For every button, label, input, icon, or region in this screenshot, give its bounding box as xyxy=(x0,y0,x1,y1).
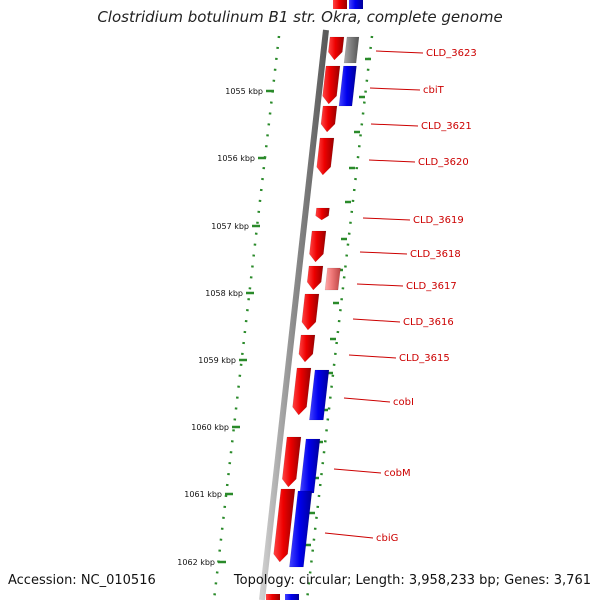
accession-label: Accession: NC_010516 xyxy=(8,573,156,588)
ruler-tick-label: 1058 kbp xyxy=(205,289,243,298)
gene-label: CLD_3620 xyxy=(418,157,469,168)
gene-feature xyxy=(316,137,335,176)
gene-feature xyxy=(289,490,313,568)
ruler-tick-label: 1055 kbp xyxy=(225,87,263,96)
gene-feature xyxy=(322,65,341,105)
gene-feature xyxy=(299,438,321,494)
gene-feature xyxy=(285,594,299,600)
gene-leader-line xyxy=(370,123,419,127)
gene-feature xyxy=(309,230,327,263)
ruler-tick-label: 1061 kbp xyxy=(184,490,222,499)
gene-label: CLD_3617 xyxy=(406,281,457,292)
gene-leader-line xyxy=(362,217,411,221)
outer-dotted-track xyxy=(305,35,374,600)
gene-leader-line xyxy=(343,397,391,403)
gene-feature xyxy=(338,65,357,107)
gene-feature xyxy=(328,36,345,61)
gene-leader-line xyxy=(359,251,408,255)
genome-title: Clostridium botulinum B1 str. Okra, comp… xyxy=(97,8,503,26)
gene-label: CLD_3615 xyxy=(399,353,450,364)
ruler-tick-label: 1062 kbp xyxy=(177,558,215,567)
gene-feature xyxy=(315,207,330,221)
ruler-tick-label: 1056 kbp xyxy=(217,154,255,163)
gene-feature xyxy=(324,267,341,291)
gene-leader-line xyxy=(348,354,397,359)
gene-feature xyxy=(333,0,347,9)
gene-leader-line xyxy=(356,283,404,287)
gene-feature xyxy=(309,369,330,421)
gene-feature xyxy=(273,488,296,563)
gene-leader-line xyxy=(324,532,374,539)
gene-feature xyxy=(292,367,312,416)
ruler-tick-label: 1060 kbp xyxy=(191,423,229,432)
gene-label: cbiG xyxy=(376,533,398,544)
gene-leader-line xyxy=(368,159,416,163)
ruler-tick-label: 1057 kbp xyxy=(211,222,249,231)
genome-summary: Topology: circular; Length: 3,958,233 bp… xyxy=(233,573,591,588)
gene-label: cbiT xyxy=(423,85,445,96)
gene-leader-line xyxy=(375,50,424,54)
gene-leader-line xyxy=(369,87,421,91)
gene-label: CLD_3621 xyxy=(421,121,472,132)
gene-label: CLD_3619 xyxy=(413,215,464,226)
gene-label: CLD_3623 xyxy=(426,48,477,59)
gene-feature xyxy=(349,0,363,9)
ruler-tick-label: 1059 kbp xyxy=(198,356,236,365)
genome-backbone xyxy=(259,29,329,600)
gene-feature xyxy=(306,265,324,291)
gene-label: CLD_3618 xyxy=(410,249,461,260)
gene-feature xyxy=(301,293,320,331)
gene-leader-line xyxy=(333,468,382,474)
gene-label: cobM xyxy=(384,468,411,479)
gene-label: CLD_3616 xyxy=(403,317,454,328)
gene-feature xyxy=(320,105,338,133)
gene-feature xyxy=(281,436,302,488)
gene-feature xyxy=(343,36,360,64)
gene-leader-line xyxy=(352,318,401,323)
gene-feature xyxy=(266,594,280,600)
gene-label: cobI xyxy=(393,397,414,408)
gene-feature xyxy=(298,334,316,363)
ruler-dotted-track xyxy=(212,35,281,600)
